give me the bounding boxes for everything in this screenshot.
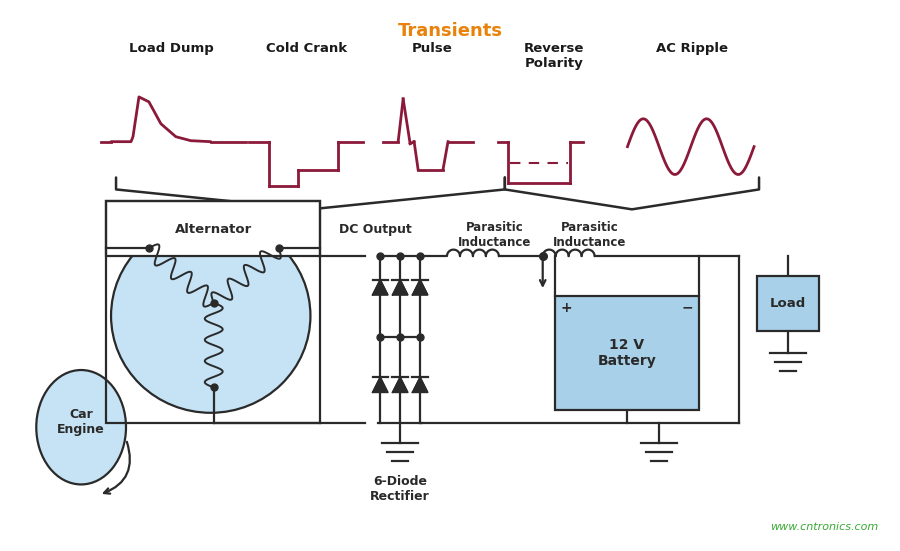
Text: Reverse
Polarity: Reverse Polarity xyxy=(524,42,584,70)
FancyBboxPatch shape xyxy=(554,296,699,410)
Polygon shape xyxy=(412,279,427,295)
Text: Pulse: Pulse xyxy=(411,42,453,55)
Ellipse shape xyxy=(111,219,310,413)
Text: Load: Load xyxy=(770,297,806,310)
Text: Car
Engine: Car Engine xyxy=(58,408,105,436)
Text: Parasitic
Inductance: Parasitic Inductance xyxy=(553,222,626,249)
Text: DC Output: DC Output xyxy=(339,223,411,236)
Text: Transients: Transients xyxy=(398,22,502,40)
Polygon shape xyxy=(392,279,408,295)
Text: www.cntronics.com: www.cntronics.com xyxy=(770,522,878,532)
Text: AC Ripple: AC Ripple xyxy=(656,42,728,55)
FancyBboxPatch shape xyxy=(757,276,819,331)
Polygon shape xyxy=(373,279,388,295)
Text: Load Dump: Load Dump xyxy=(130,42,214,55)
Text: +: + xyxy=(561,301,572,315)
Polygon shape xyxy=(392,377,408,392)
Text: Alternator: Alternator xyxy=(176,223,252,236)
Ellipse shape xyxy=(36,370,126,484)
Polygon shape xyxy=(373,377,388,392)
FancyBboxPatch shape xyxy=(106,201,320,256)
Text: Cold Crank: Cold Crank xyxy=(266,42,347,55)
Text: 6-Diode
Rectifier: 6-Diode Rectifier xyxy=(370,475,430,503)
Text: −: − xyxy=(681,301,693,315)
Polygon shape xyxy=(412,377,427,392)
Text: Parasitic
Inductance: Parasitic Inductance xyxy=(458,222,532,249)
Text: 12 V
Battery: 12 V Battery xyxy=(598,338,656,368)
